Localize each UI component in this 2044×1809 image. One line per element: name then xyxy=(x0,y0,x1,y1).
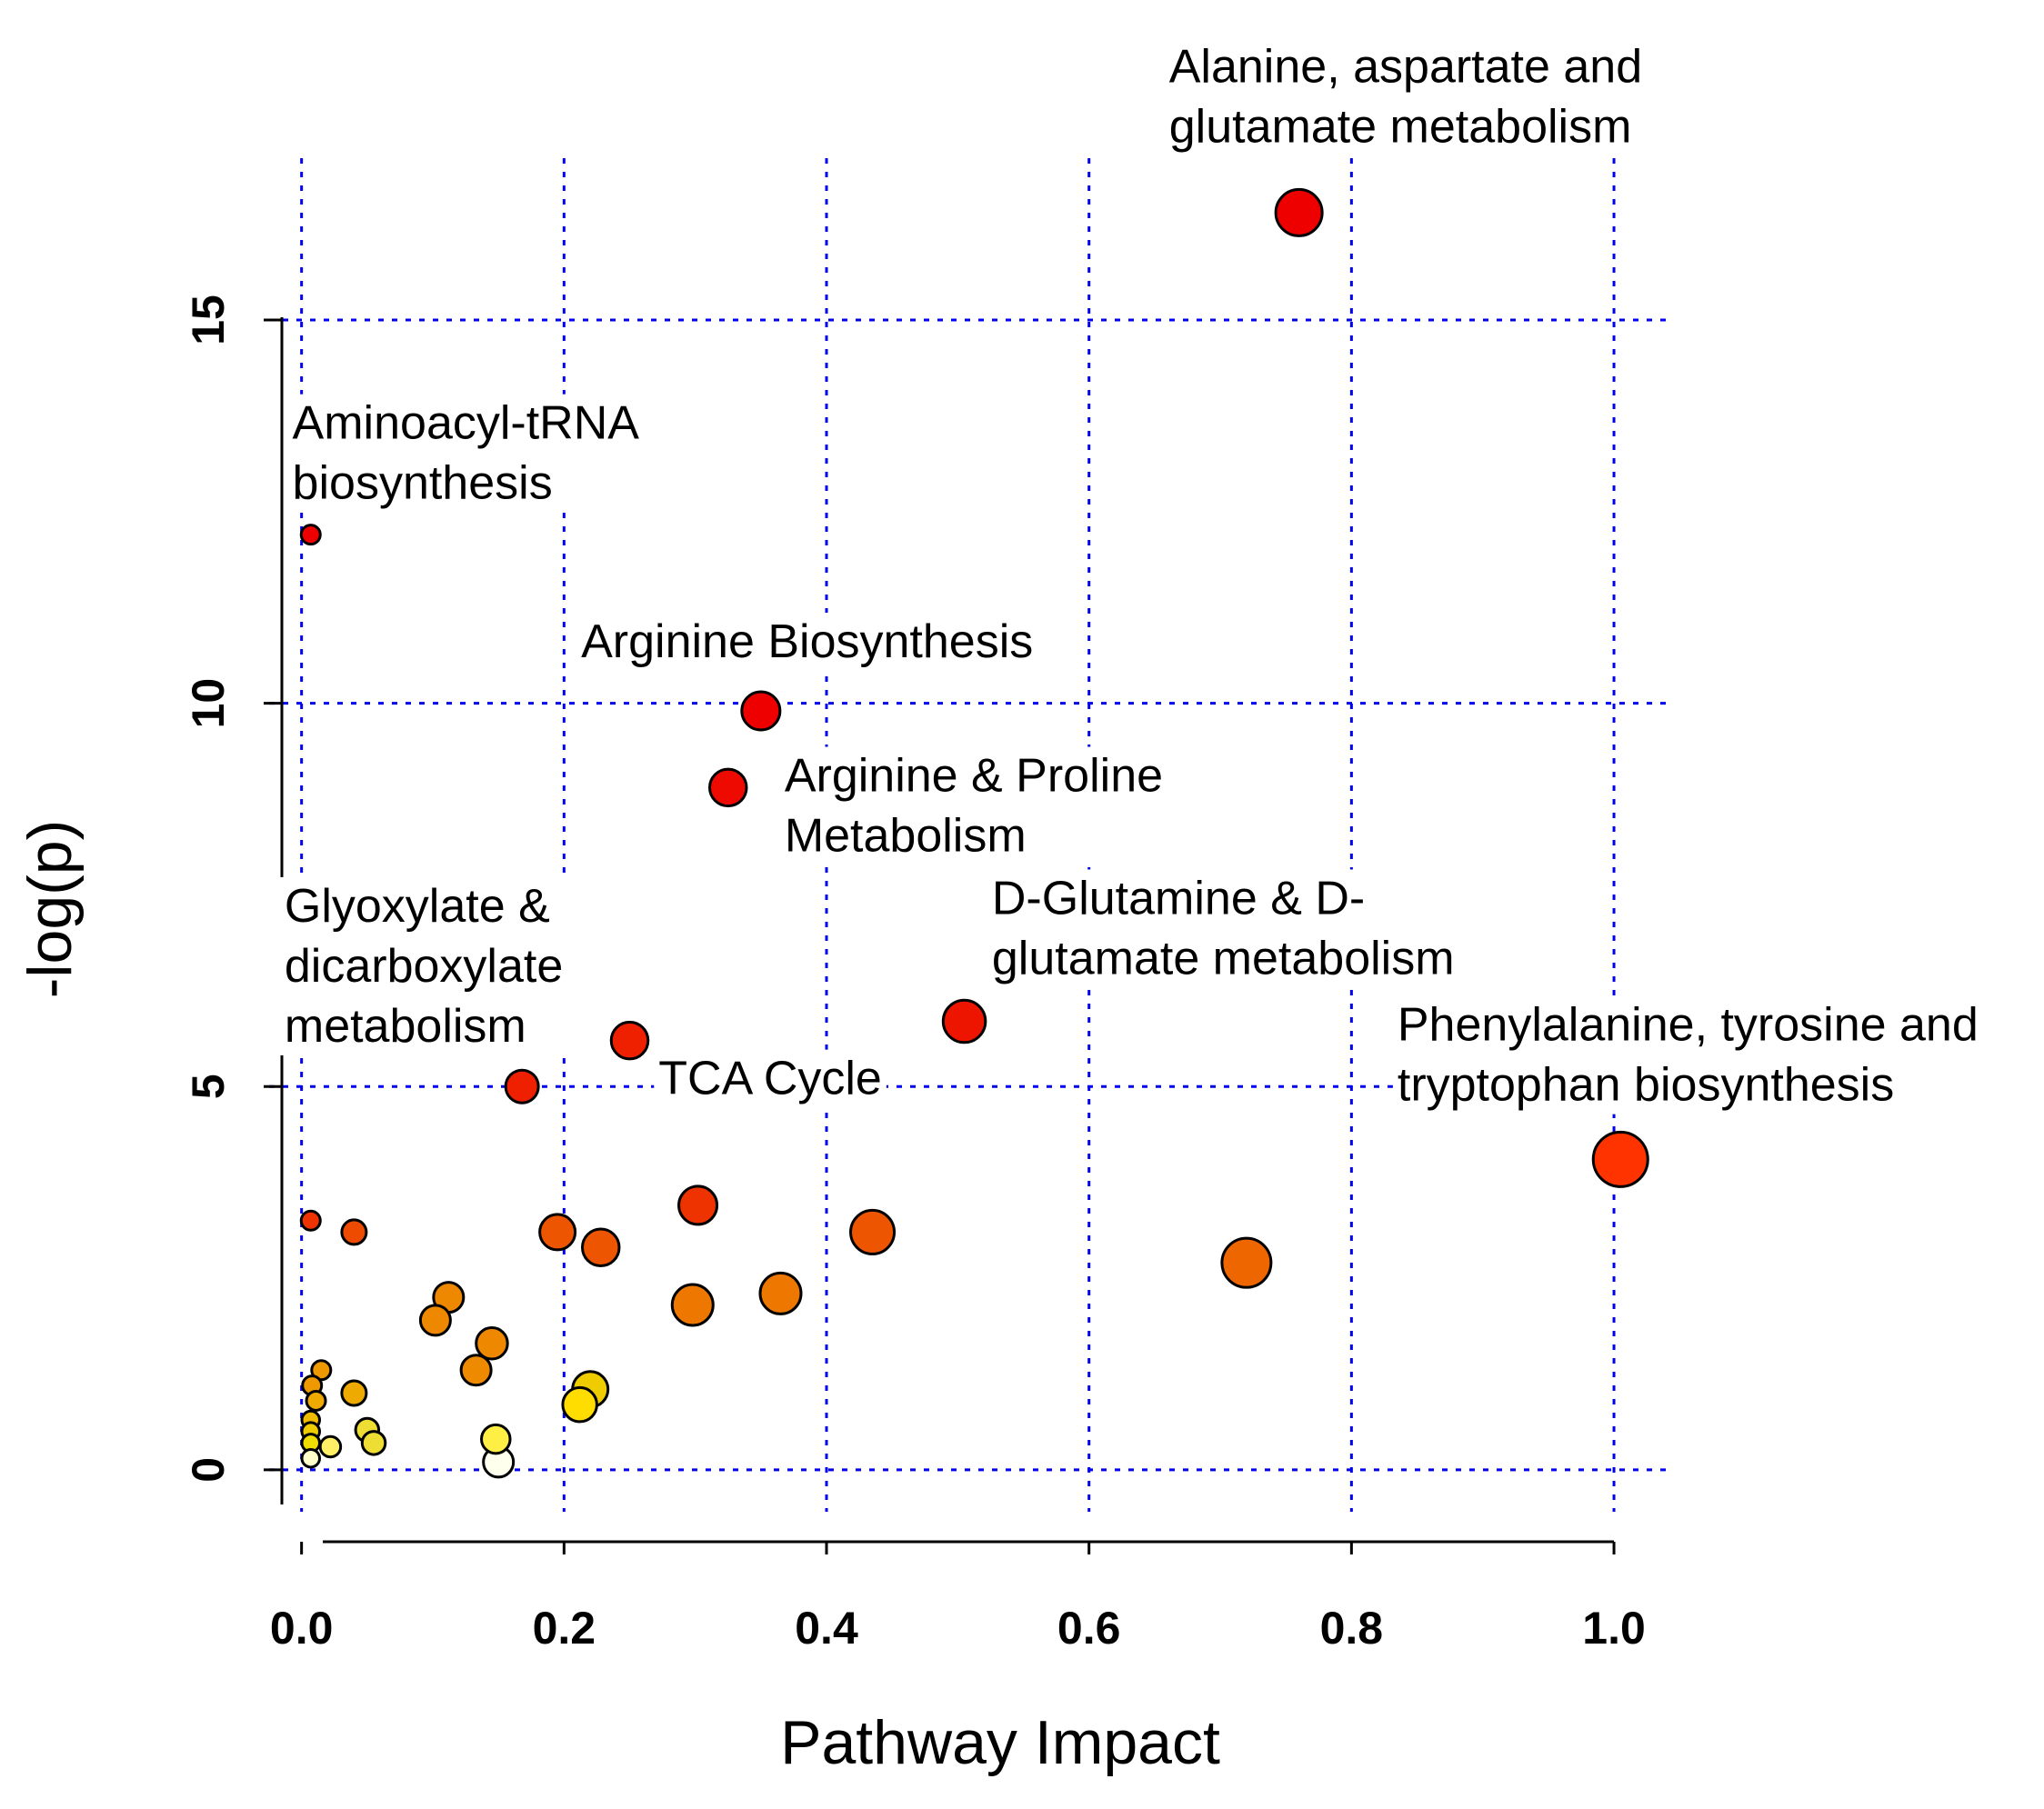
data-point[interactable] xyxy=(580,1227,621,1268)
label-background xyxy=(654,1049,887,1108)
pathway-label: Phenylalanine, tyrosine and tryptophan bi… xyxy=(1398,999,1979,1112)
pathway-label: Glyoxylate & dicarboxylate metabolism xyxy=(285,880,563,1053)
x-tick-label: 0.8 xyxy=(1320,1603,1384,1654)
pathway-label-line: TCA Cycle xyxy=(658,1053,882,1105)
pathway-label: Alanine, aspartate and glutamate metaboli… xyxy=(1169,41,1642,154)
data-point[interactable] xyxy=(849,1208,897,1255)
pathway-label-line: D-Glutamine & D- xyxy=(992,872,1365,924)
label-background xyxy=(279,876,568,1055)
data-point[interactable] xyxy=(504,1068,540,1104)
x-tick-label: 0.2 xyxy=(533,1603,596,1654)
data-point[interactable] xyxy=(677,1184,719,1226)
data-point[interactable] xyxy=(459,1354,493,1387)
x-tick-label: 1.0 xyxy=(1582,1603,1646,1654)
pathway-label: TCA Cycle xyxy=(658,1053,882,1105)
pathway-label: D-Glutamine & D-glutamate metabolism xyxy=(992,872,1455,984)
pathway-label-line: Aminoacyl-tRNA xyxy=(293,397,640,450)
pathway-label-line: Phenylalanine, tyrosine and xyxy=(1398,999,1979,1052)
y-tick-label: 15 xyxy=(183,295,234,345)
y-tick-label: 5 xyxy=(183,1074,234,1099)
data-point[interactable] xyxy=(708,767,748,808)
data-point[interactable] xyxy=(418,1304,452,1337)
x-tick-label: 0.0 xyxy=(270,1603,334,1654)
data-point[interactable] xyxy=(300,1447,322,1469)
pathway-label-line: Glyoxylate & xyxy=(285,880,550,933)
data-point[interactable] xyxy=(299,1209,322,1232)
pathway-label-line: Arginine & Proline xyxy=(785,750,1163,803)
pathway-label: Arginine & Proline Metabolism xyxy=(785,750,1163,863)
data-point[interactable] xyxy=(318,1434,343,1459)
data-point[interactable] xyxy=(609,1020,650,1061)
y-axis-title: -log(p) xyxy=(15,820,85,999)
data-point[interactable] xyxy=(561,1385,598,1424)
x-axis-ticks: 0.0 0.2 0.4 0.6 0.8 1.0 xyxy=(270,1542,1646,1654)
pathway-label-line: dicarboxylate xyxy=(285,940,563,993)
label-background xyxy=(576,613,1038,671)
pathway-label-line: biosynthesis xyxy=(293,457,553,510)
pathway-label-line: glutamate metabolism xyxy=(992,932,1455,984)
pathway-label-line: Metabolism xyxy=(785,810,1027,863)
pathway-label-line: Alanine, aspartate and xyxy=(1169,41,1642,94)
x-tick-label: 0.4 xyxy=(795,1603,858,1654)
pathway-label: Arginine Biosynthesis xyxy=(581,615,1033,668)
label-background xyxy=(1164,37,1648,156)
data-points xyxy=(299,187,1649,1479)
label-background xyxy=(1392,995,1983,1114)
data-point[interactable] xyxy=(1220,1236,1273,1289)
data-point[interactable] xyxy=(340,1218,368,1246)
data-point[interactable] xyxy=(360,1430,387,1456)
label-background xyxy=(779,746,1168,865)
data-point[interactable] xyxy=(480,1423,512,1455)
y-axis-ticks: 0 5 10 15 xyxy=(183,295,282,1483)
data-point[interactable] xyxy=(758,1271,803,1315)
data-point[interactable] xyxy=(1274,187,1324,237)
data-point[interactable] xyxy=(538,1213,577,1252)
x-axis-title: Pathway Impact xyxy=(780,1708,1220,1777)
pathway-label-line: glutamate metabolism xyxy=(1169,101,1632,154)
data-point[interactable] xyxy=(299,524,322,546)
y-tick-label: 10 xyxy=(183,678,234,729)
pathway-label-line: tryptophan biosynthesis xyxy=(1398,1059,1894,1112)
pathway-labels: Alanine, aspartate and glutamate metaboli… xyxy=(279,37,1983,1114)
data-point[interactable] xyxy=(340,1379,368,1407)
data-point[interactable] xyxy=(941,998,987,1044)
label-background xyxy=(987,869,1459,988)
data-point[interactable] xyxy=(305,1389,327,1412)
pathway-label-line: metabolism xyxy=(285,1000,526,1053)
x-tick-label: 0.6 xyxy=(1057,1603,1121,1654)
data-point[interactable] xyxy=(670,1283,715,1327)
label-background xyxy=(287,394,645,513)
data-point[interactable] xyxy=(740,690,782,732)
pathway-label: Aminoacyl-tRNA biosynthesis xyxy=(293,397,640,510)
data-point[interactable] xyxy=(1591,1130,1649,1188)
data-point[interactable] xyxy=(475,1325,509,1361)
y-tick-label: 0 xyxy=(183,1457,234,1483)
pathway-label-line: Arginine Biosynthesis xyxy=(581,615,1033,668)
